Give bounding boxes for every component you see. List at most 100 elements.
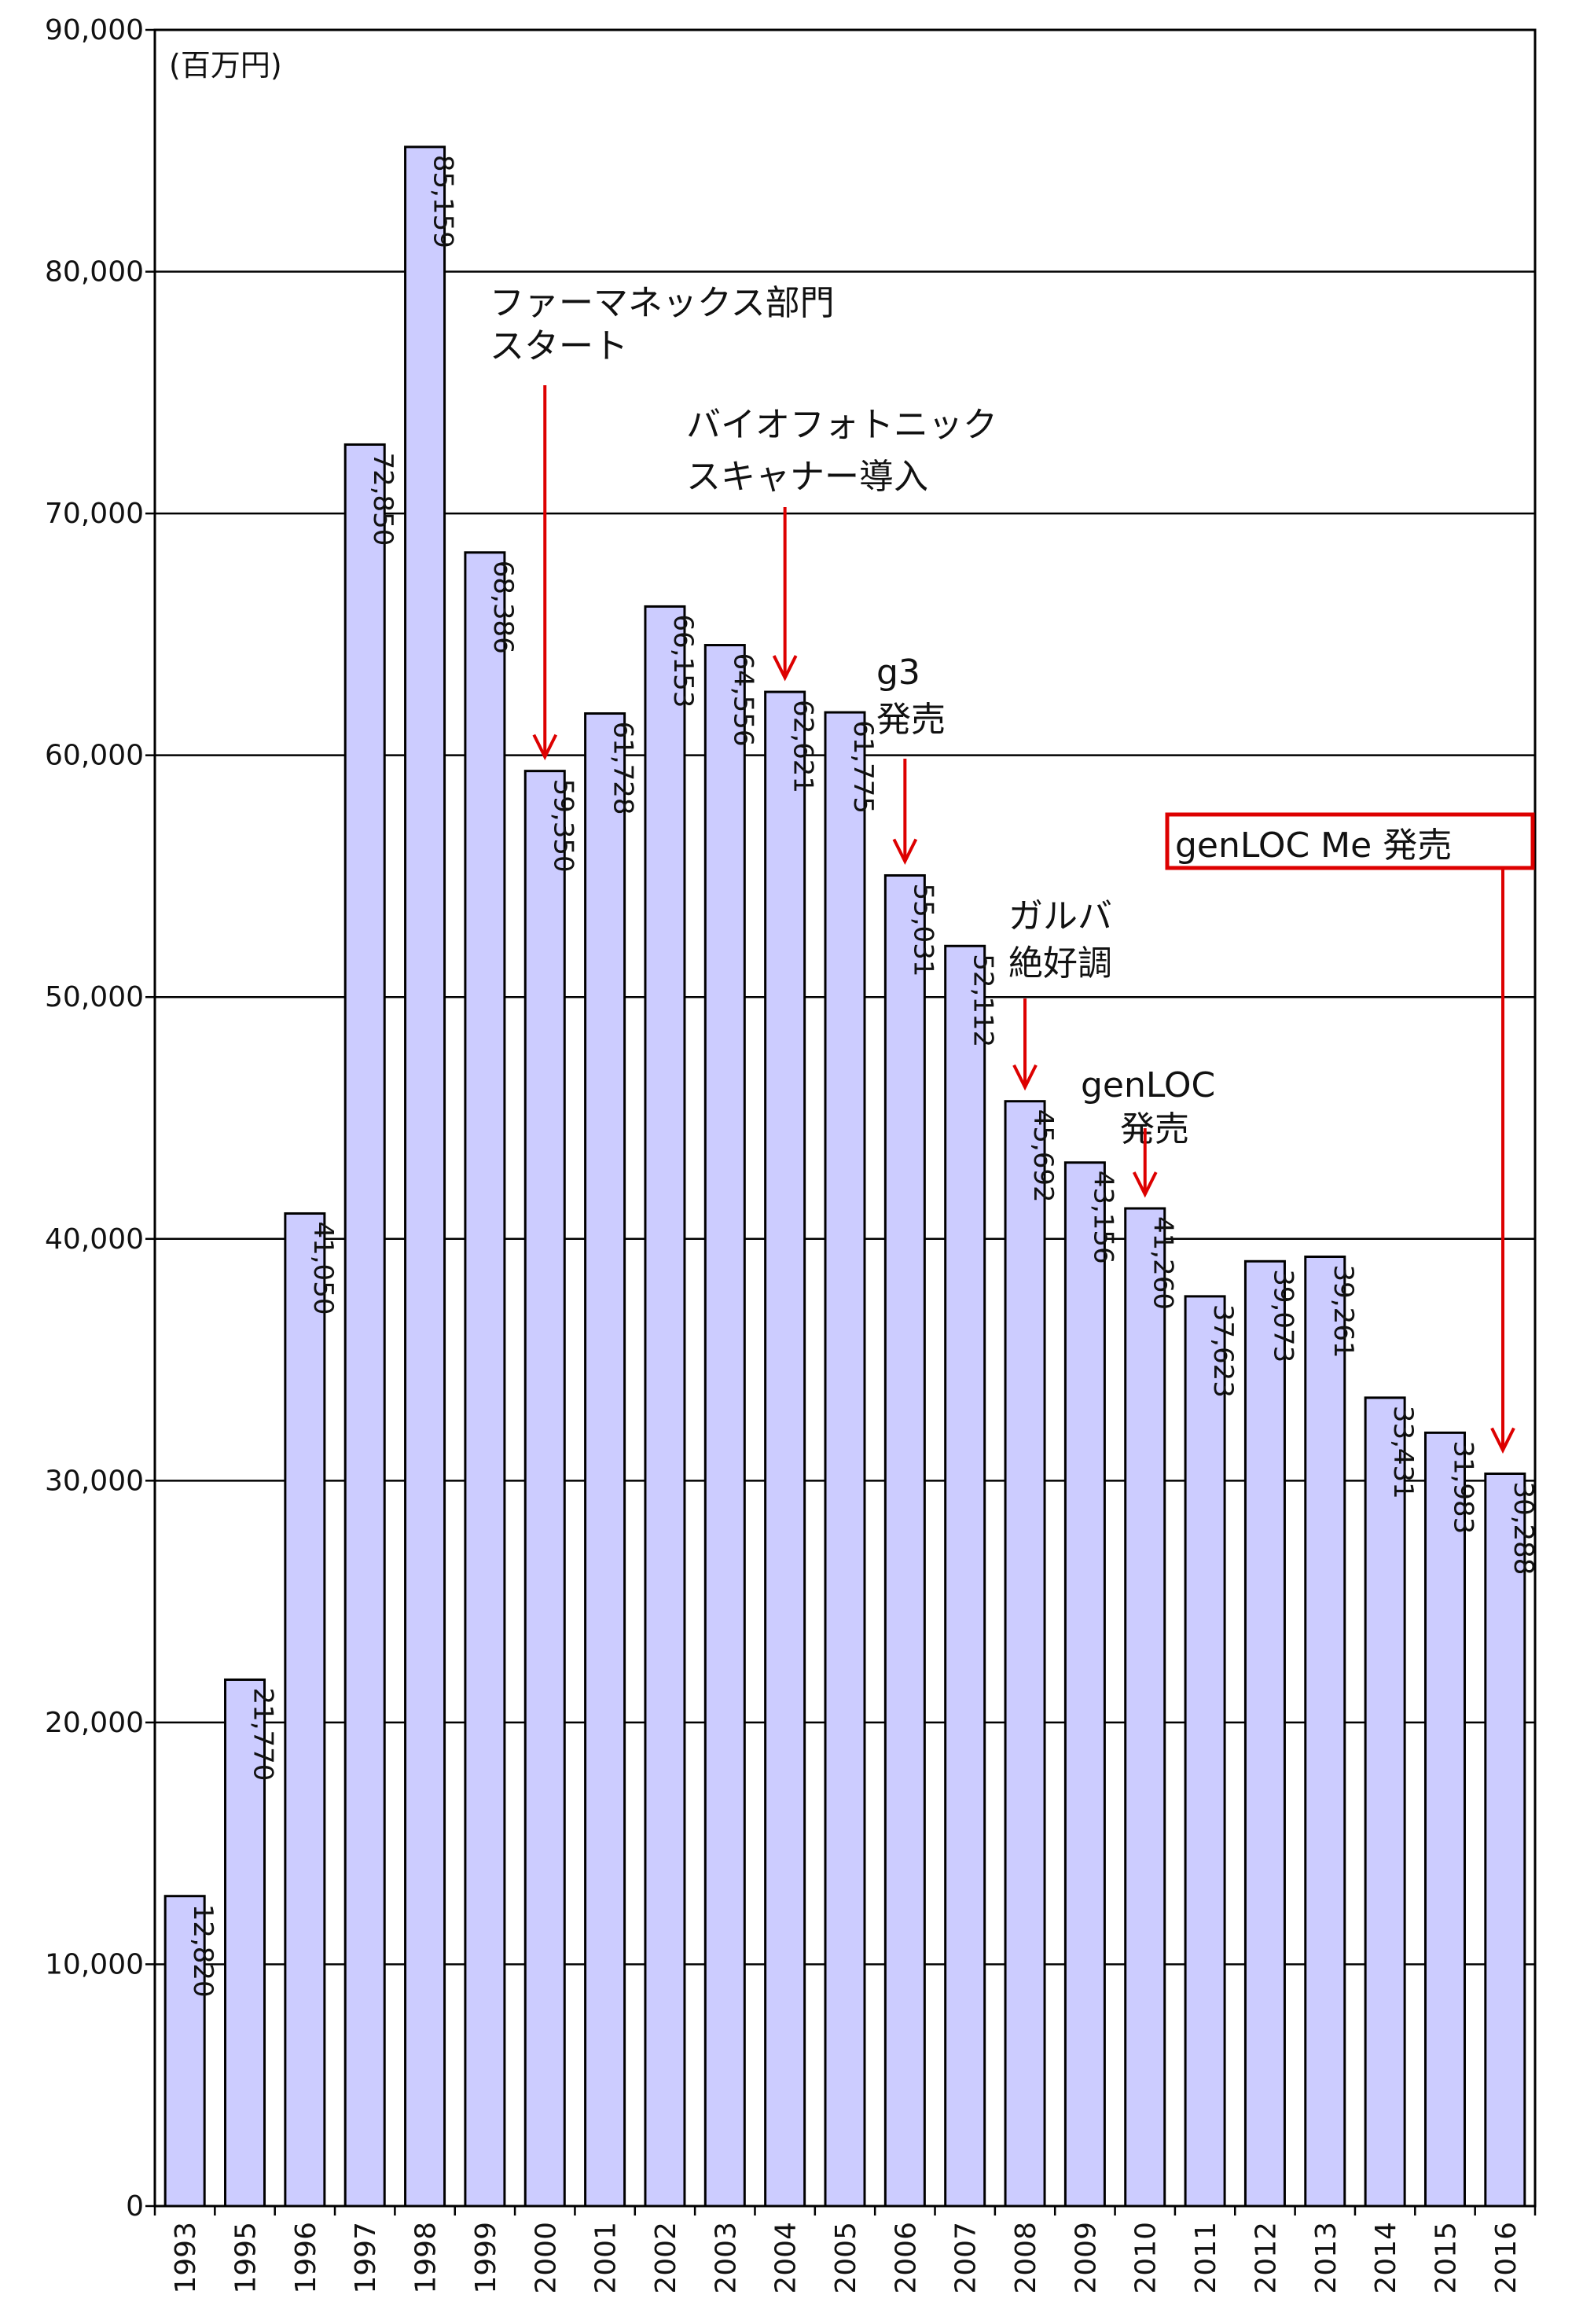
bar-value-label: 39,261 (1328, 1265, 1359, 1359)
bar-1998 (404, 145, 446, 2208)
x-tick-label: 2005 (830, 2222, 862, 2294)
bar-value-label: 62,621 (788, 700, 819, 793)
annotation-text: 発売 (876, 700, 946, 740)
bar-2009 (1063, 1161, 1106, 2208)
x-tick-label: 2000 (530, 2222, 562, 2294)
annotation-arrowhead (1012, 1064, 1038, 1091)
x-tick-label: 2015 (1430, 2222, 1462, 2294)
annotation-text: スタート (490, 326, 628, 366)
y-tick-label: 70,000 (45, 498, 144, 530)
bar-value-label: 43,156 (1087, 1171, 1118, 1264)
annotation-arrowhead (1490, 1427, 1515, 1454)
x-tick-label: 2010 (1130, 2222, 1162, 2294)
bar-2005 (824, 711, 866, 2208)
bar-1999 (464, 551, 506, 2208)
y-tick-label: 80,000 (45, 256, 144, 289)
bar-value-label: 68,386 (487, 561, 519, 654)
bar-2007 (944, 944, 986, 2208)
y-tick-label: 40,000 (45, 1223, 144, 1256)
x-tick-label: 2004 (770, 2222, 803, 2294)
x-tick-label: 1996 (290, 2222, 322, 2294)
y-tick-label: 10,000 (45, 1948, 144, 1980)
bar-value-label: 39,073 (1267, 1269, 1298, 1362)
bar-2012 (1243, 1259, 1286, 2208)
x-tick-label: 1995 (230, 2222, 263, 2294)
y-tick-label: 0 (126, 2190, 144, 2223)
bar-value-label: 30,288 (1508, 1481, 1539, 1575)
bar-value-label: 64,556 (727, 653, 758, 747)
bar-2016 (1484, 1472, 1526, 2208)
x-tick-label: 1999 (470, 2222, 502, 2294)
x-tick-label: 2006 (890, 2222, 922, 2294)
bar-value-label: 41,050 (307, 1221, 339, 1315)
bars: 12,820 21,770 41,050 72,850 85,159 68,386 59,3… (163, 145, 1539, 2208)
annotation-text: ガルバ (1008, 896, 1112, 936)
bar-value-label: 61,775 (847, 720, 879, 814)
annotation-arrowhead (772, 655, 798, 682)
bar-1997 (343, 443, 386, 2208)
x-tick-label: 2011 (1190, 2222, 1222, 2294)
bar-2001 (584, 712, 626, 2208)
bar-value-label: 59,350 (547, 779, 578, 873)
annotation-arrowhead (892, 838, 918, 865)
y-tick-label: 60,000 (45, 740, 144, 772)
bar-2006 (883, 873, 926, 2208)
annotation-box (1165, 812, 1535, 870)
x-tick-label: 2002 (650, 2222, 682, 2294)
x-tick-label: 2001 (590, 2222, 623, 2294)
x-tick-label: 2009 (1070, 2222, 1102, 2294)
bar-2014 (1364, 1396, 1406, 2208)
annotation-arrowhead (532, 734, 558, 761)
bar-2008 (1004, 1100, 1046, 2208)
bar-2003 (703, 644, 746, 2208)
x-tick-label: 2013 (1310, 2222, 1342, 2294)
annotation-text: ファーマネックス部門 (490, 283, 835, 323)
bar-2013 (1304, 1256, 1346, 2208)
bar-value-label: 66,153 (667, 614, 699, 708)
y-tick-label: 50,000 (45, 981, 144, 1013)
bar-value-label: 85,159 (428, 155, 459, 248)
bar-value-label: 72,850 (367, 452, 399, 546)
annotation-text: スキャナー導入 (686, 457, 928, 497)
x-tick-label: 1997 (350, 2222, 382, 2294)
x-tick-label: 2012 (1250, 2222, 1282, 2294)
bar-value-label: 31,983 (1447, 1440, 1478, 1534)
x-tick-label: 2014 (1370, 2222, 1402, 2294)
bar-1996 (284, 1212, 326, 2208)
unit-label: (百万円) (169, 48, 282, 83)
y-tick-label: 20,000 (45, 1707, 144, 1739)
annotation-arrowhead (1132, 1171, 1158, 1198)
bar-value-label: 37,623 (1207, 1304, 1239, 1398)
bar-2011 (1184, 1295, 1226, 2208)
y-tick-label: 90,000 (45, 14, 144, 46)
bar-2015 (1423, 1431, 1466, 2208)
bar-2010 (1124, 1207, 1166, 2208)
x-tick-label: 2008 (1010, 2222, 1042, 2294)
bar-1995 (224, 1678, 266, 2208)
x-tick-label: 1993 (170, 2222, 202, 2294)
bar-value-label: 61,728 (608, 722, 639, 815)
annotations: ファーマネックス部門スタートバイオフォトニックスキャナー導入g3発売ガルバ絶好調… (490, 283, 1535, 1454)
y-tick-label: 30,000 (45, 1465, 144, 1497)
bar-value-label: 33,431 (1387, 1406, 1419, 1499)
bar-value-label: 12,820 (187, 1904, 219, 1998)
x-tick-label: 2003 (710, 2222, 742, 2294)
annotation-text: バイオフォトニック (686, 405, 997, 445)
annotation-text: genLOC Me 発売 (1175, 826, 1452, 866)
bar-2000 (523, 770, 566, 2208)
bar-value-label: 52,112 (968, 954, 999, 1047)
bar-value-label: 55,031 (907, 883, 938, 976)
annotation-text: genLOC (1081, 1065, 1215, 1105)
annotation-text: g3 (876, 653, 920, 693)
x-tick-label: 2007 (950, 2222, 982, 2294)
bar-2004 (764, 690, 806, 2208)
x-tick-label: 1998 (410, 2222, 443, 2294)
bar-value-label: 21,770 (248, 1687, 279, 1781)
x-tick-label: 2016 (1490, 2222, 1522, 2294)
bar-2002 (644, 605, 686, 2208)
bar-value-label: 41,260 (1148, 1216, 1179, 1310)
axes: 0 10,000 20,000 30,000 40,000 50,000 60,000 70,… (45, 14, 1537, 2294)
bar-value-label: 45,692 (1027, 1109, 1059, 1203)
annotation-text: 発売 (1120, 1109, 1189, 1149)
